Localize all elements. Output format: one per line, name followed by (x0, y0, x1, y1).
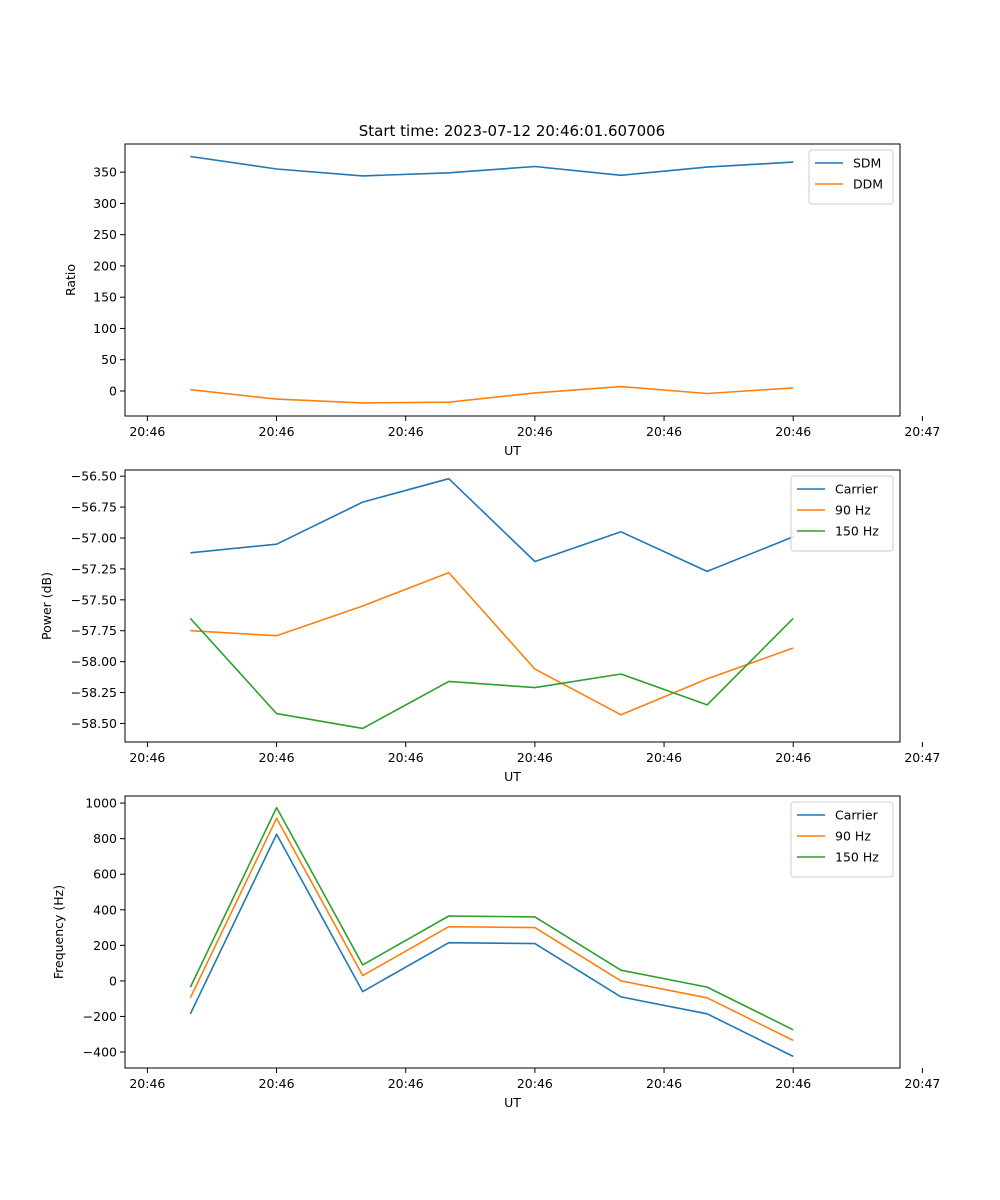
x-tick-label: 20:46 (388, 750, 424, 765)
series-line-ddm (190, 385, 794, 404)
y-tick-label: −58.25 (71, 685, 117, 700)
y-tick-label: −400 (83, 1045, 117, 1060)
series-line-carrier (189, 833, 794, 1058)
y-tick-label: 200 (93, 938, 117, 953)
y-axis-label: Ratio (63, 264, 78, 296)
x-tick-label: 20:46 (646, 750, 682, 765)
y-tick-label: −57.00 (71, 531, 117, 546)
chart-panel-2: −58.50 −58.25 −58.00 −57.75 −57.50 −57.25 −57.… (39, 469, 940, 784)
y-tick-label: 200 (93, 258, 117, 273)
y-tick-label: 600 (93, 867, 117, 882)
x-axis-label: UT (504, 1095, 521, 1110)
series-line-150-hz (189, 617, 794, 730)
legend: Carrier 90 Hz 150 Hz (790, 475, 894, 552)
legend-label: 90 Hz (835, 829, 871, 844)
legend-label: SDM (853, 156, 881, 171)
x-tick-label: 20:46 (129, 1076, 165, 1091)
y-tick-label: 50 (101, 352, 117, 367)
x-tick-label: 20:46 (129, 750, 165, 765)
x-tick-label: 20:46 (517, 750, 553, 765)
x-tick-label: 20:46 (129, 424, 165, 439)
series-line-150-hz (189, 806, 794, 1031)
charts-container: 0 50 100 150 200 250 300 350 20:46 20:46 20:46 20:4… (39, 143, 940, 1110)
y-tick-label: 400 (93, 902, 117, 917)
series-line-90-hz (190, 571, 794, 716)
chart-panel-1: 0 50 100 150 200 250 300 350 20:46 20:46 20:46 20:4… (63, 143, 940, 458)
y-tick-label: −56.75 (71, 500, 117, 515)
y-tick-label: −200 (83, 1009, 117, 1024)
series-line-carrier (190, 477, 794, 573)
figure-title: Start time: 2023-07-12 20:46:01.607006 (359, 122, 665, 140)
x-tick-label: 20:46 (646, 424, 682, 439)
y-axis-label: Power (dB) (39, 572, 54, 640)
axes-frame (124, 795, 901, 1069)
y-tick-label: 0 (109, 973, 117, 988)
y-tick-label: 1000 (85, 796, 117, 811)
axes-frame (124, 143, 901, 417)
legend-box (790, 475, 894, 552)
series-line-90-hz (189, 817, 794, 1042)
x-tick-label: 20:46 (259, 1076, 295, 1091)
y-tick-label: 800 (93, 831, 117, 846)
y-tick-label: 250 (93, 227, 117, 242)
legend: Carrier 90 Hz 150 Hz (790, 801, 894, 878)
series-line-sdm (190, 155, 794, 177)
y-tick-label: −57.25 (71, 561, 117, 576)
y-tick-label: −57.50 (71, 592, 117, 607)
legend-label: Carrier (835, 482, 879, 497)
x-tick-label: 20:46 (517, 424, 553, 439)
chart-panel-3: −400 −200 0 200 400 600 800 1000 20:46 20:46 20:46… (51, 795, 940, 1110)
x-tick-label: 20:47 (904, 750, 940, 765)
x-tick-label: 20:46 (775, 424, 811, 439)
x-axis-label: UT (504, 443, 521, 458)
y-tick-label: −58.00 (71, 654, 117, 669)
legend-box (790, 801, 894, 878)
x-tick-label: 20:46 (259, 750, 295, 765)
x-axis-label: UT (504, 769, 521, 784)
legend: SDM DDM (808, 149, 894, 205)
axes-frame (124, 469, 901, 743)
x-tick-label: 20:47 (904, 424, 940, 439)
x-tick-label: 20:46 (517, 1076, 553, 1091)
y-tick-label: −56.50 (71, 469, 117, 484)
y-tick-label: 150 (93, 290, 117, 305)
x-tick-label: 20:46 (646, 1076, 682, 1091)
legend-label: Carrier (835, 808, 879, 823)
x-tick-label: 20:47 (904, 1076, 940, 1091)
y-tick-label: −58.50 (71, 716, 117, 731)
y-tick-label: 350 (93, 165, 117, 180)
legend-label: 90 Hz (835, 503, 871, 518)
y-tick-label: −57.75 (71, 623, 117, 638)
y-tick-label: 0 (109, 383, 117, 398)
x-tick-label: 20:46 (775, 750, 811, 765)
legend-label: DDM (853, 177, 883, 192)
legend-label: 150 Hz (835, 524, 879, 539)
legend-label: 150 Hz (835, 850, 879, 865)
y-tick-label: 300 (93, 196, 117, 211)
x-tick-label: 20:46 (775, 1076, 811, 1091)
y-tick-label: 100 (93, 321, 117, 336)
x-tick-label: 20:46 (388, 424, 424, 439)
x-tick-label: 20:46 (388, 1076, 424, 1091)
x-tick-label: 20:46 (259, 424, 295, 439)
y-axis-label: Frequency (Hz) (51, 885, 66, 979)
